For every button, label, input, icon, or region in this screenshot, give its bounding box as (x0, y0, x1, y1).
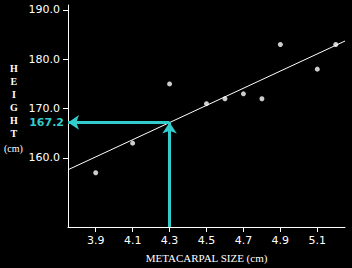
svg-text:160.0: 160.0 (29, 151, 61, 164)
svg-text:167.2: 167.2 (29, 116, 64, 129)
svg-text:(cm): (cm) (4, 143, 23, 155)
svg-text:I: I (12, 89, 16, 100)
svg-text:METACARPAL SIZE (cm): METACARPAL SIZE (cm) (146, 252, 268, 265)
svg-text:180.0: 180.0 (29, 53, 61, 66)
svg-text:E: E (11, 76, 18, 87)
svg-text:4.5: 4.5 (198, 234, 216, 247)
svg-text:T: T (11, 128, 18, 139)
svg-text:170.0: 170.0 (29, 102, 61, 115)
svg-text:H: H (10, 115, 18, 126)
svg-text:4.1: 4.1 (124, 234, 142, 247)
svg-text:H: H (10, 63, 18, 74)
svg-text:5.1: 5.1 (309, 234, 327, 247)
svg-text:4.3: 4.3 (161, 234, 179, 247)
svg-text:3.9: 3.9 (87, 234, 105, 247)
svg-text:G: G (10, 102, 18, 113)
svg-text:190.0: 190.0 (29, 3, 61, 16)
svg-text:4.9: 4.9 (272, 234, 290, 247)
svg-text:4.7: 4.7 (235, 234, 253, 247)
